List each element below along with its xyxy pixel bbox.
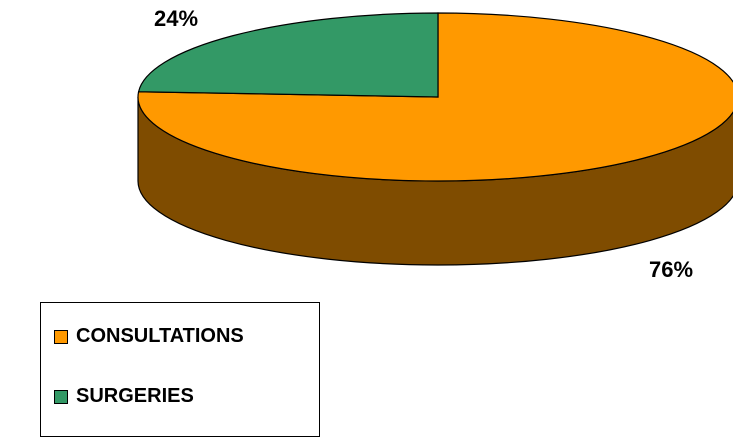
- pie-slices: [137, 12, 733, 182]
- slice-label-consultations: 76%: [649, 257, 693, 282]
- legend-item-surgeries: SURGERIES: [54, 385, 194, 408]
- legend-label-surgeries: SURGERIES: [76, 385, 194, 407]
- legend-swatch-consultations: [54, 329, 68, 344]
- legend-label-consultations: CONSULTATIONS: [76, 325, 244, 347]
- legend-swatch-surgeries: [54, 389, 68, 404]
- pie-slice-surgeries: [137, 12, 439, 98]
- pie-chart: 24% 76%: [137, 6, 733, 282]
- slice-label-surgeries: 24%: [154, 6, 198, 31]
- legend-item-consultations: CONSULTATIONS: [54, 325, 244, 348]
- legend: CONSULTATIONS SURGERIES: [40, 302, 320, 437]
